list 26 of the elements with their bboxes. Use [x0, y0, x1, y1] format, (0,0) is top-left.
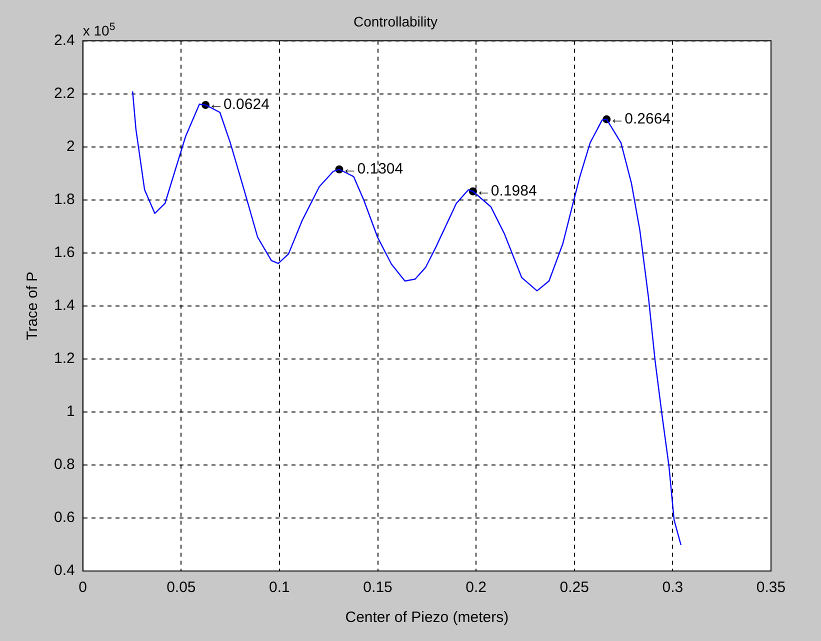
annotation: ←0.1304 [342, 160, 404, 178]
x-tick-label: 0.15 [363, 579, 392, 596]
chart-title: Controllability [353, 13, 438, 30]
y-tick-label: 0.8 [54, 456, 75, 474]
x-tick-label: 0.1 [269, 579, 290, 596]
x-tick-label: 0 [78, 579, 88, 596]
y-tick-label: 1.2 [54, 350, 75, 368]
x-tick-label: 0.25 [560, 579, 589, 596]
x-axis-title: Center of Piezo (meters) [345, 609, 509, 626]
y-tick-label: 2.2 [54, 84, 75, 102]
y-tick-label: 0.6 [54, 509, 75, 526]
y-tick-label: 1.4 [54, 297, 75, 314]
annotation: ←0.0624 [208, 96, 270, 114]
annotation: ←0.2664 [610, 110, 671, 128]
annotation: ←0.1984 [476, 182, 537, 200]
y-tick-label: 1.8 [54, 191, 75, 208]
x-tick-label: 0.2 [466, 579, 487, 596]
y-tick-label: 1.6 [54, 244, 75, 262]
y-tick-label: 2.4 [54, 32, 75, 49]
y-tick-label: 0.4 [54, 562, 75, 580]
x-tick-label: 0.35 [756, 579, 786, 596]
y-tick-label: 1 [66, 403, 75, 420]
y-tick-label: 2 [66, 138, 75, 155]
x-tick-label: 0.05 [166, 579, 196, 596]
x-tick-label: 0.3 [662, 579, 684, 596]
y-axis-title: Trace of P [24, 272, 42, 340]
